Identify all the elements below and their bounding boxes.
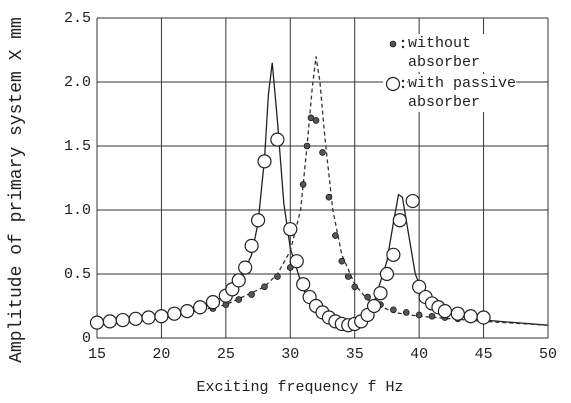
point	[405, 193, 420, 209]
x-tick-label: 45	[475, 346, 493, 363]
point	[261, 283, 268, 291]
point	[248, 291, 255, 298]
y-tick-label: 2.0	[64, 74, 91, 91]
point	[463, 309, 478, 324]
x-tick-label: 25	[217, 346, 235, 363]
y-tick-label: 0	[82, 330, 91, 347]
legend-colon	[401, 85, 405, 89]
point	[415, 311, 423, 319]
point	[238, 260, 253, 275]
point	[270, 132, 285, 147]
point	[319, 149, 326, 156]
point	[250, 213, 266, 228]
point	[338, 257, 346, 265]
point	[366, 298, 382, 314]
point	[303, 142, 311, 150]
point	[379, 266, 395, 282]
point	[386, 247, 401, 262]
point	[437, 304, 453, 319]
point	[89, 315, 105, 330]
point	[299, 181, 307, 188]
point	[283, 222, 298, 237]
point	[257, 154, 272, 169]
y-tick-label: 1.0	[64, 202, 91, 219]
legend-marker	[389, 40, 397, 48]
point	[402, 309, 410, 316]
point	[325, 193, 333, 201]
point	[244, 238, 259, 253]
point	[450, 306, 465, 321]
point	[167, 306, 182, 321]
point	[364, 293, 371, 301]
point	[476, 310, 491, 325]
legend-entry: without absorber	[408, 34, 517, 72]
point	[128, 311, 143, 326]
point	[428, 312, 436, 320]
legend-entry: with passive absorber	[408, 74, 517, 112]
x-tick-label: 50	[539, 346, 557, 363]
point	[296, 277, 311, 292]
x-tick-label: 20	[152, 346, 170, 363]
point	[373, 286, 388, 301]
point	[390, 306, 397, 314]
x-tick-label: 15	[88, 346, 106, 363]
point	[205, 295, 221, 310]
legend-colon	[401, 39, 405, 43]
point	[312, 117, 320, 124]
legend-colon	[401, 45, 405, 49]
point	[289, 254, 304, 269]
y-tick-label: 1.5	[64, 138, 91, 155]
point	[102, 314, 117, 329]
x-tick-label: 30	[281, 346, 299, 363]
x-axis-label: Exciting frequency f Hz	[196, 379, 403, 396]
point	[231, 273, 246, 288]
point	[412, 279, 427, 294]
point	[344, 273, 352, 280]
legend-marker	[385, 76, 401, 92]
point	[141, 310, 156, 325]
y-axis-label: Amplitude of primary system X mm	[7, 17, 27, 363]
point	[351, 283, 359, 291]
point	[115, 312, 130, 328]
point	[332, 232, 339, 239]
point	[180, 304, 195, 319]
point	[192, 300, 208, 315]
y-tick-label: 0.5	[64, 266, 91, 283]
point	[154, 309, 169, 324]
point	[274, 273, 281, 280]
point	[235, 296, 243, 303]
point	[307, 114, 315, 122]
legend-colon	[401, 79, 405, 83]
x-tick-label: 40	[410, 346, 428, 363]
x-tick-label: 35	[346, 346, 364, 363]
y-tick-label: 2.5	[64, 10, 91, 27]
point	[392, 213, 407, 228]
